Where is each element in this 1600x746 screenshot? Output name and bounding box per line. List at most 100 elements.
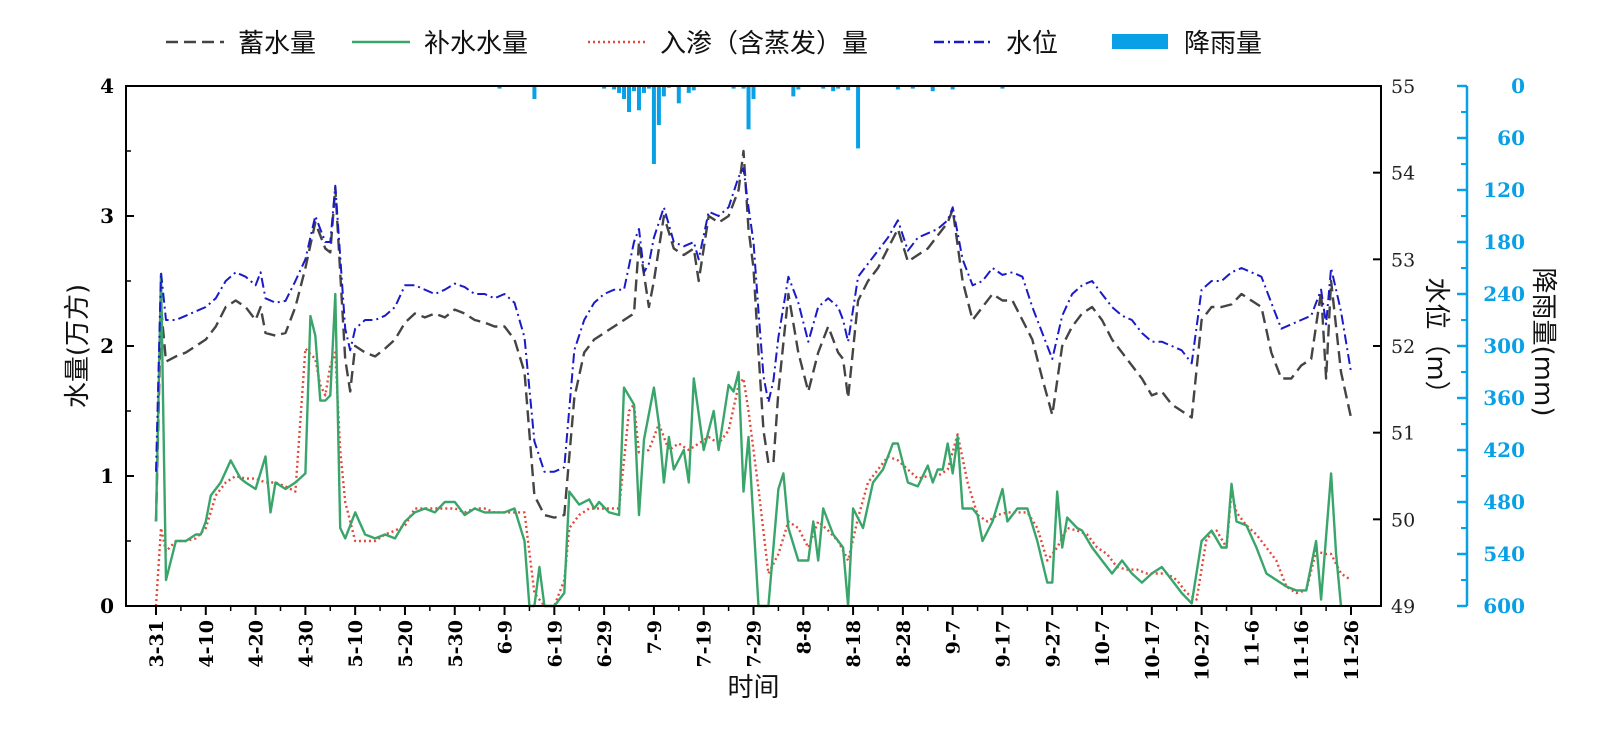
x-tick-label: 4-10: [196, 620, 218, 668]
y-right-tick-label: 120: [1483, 178, 1525, 202]
y-mid-tick-label: 55: [1391, 76, 1415, 98]
legend-swatch: [1112, 34, 1168, 49]
x-tick-label: 8-28: [893, 620, 915, 668]
rainfall-bar: [930, 86, 935, 92]
y-mid-tick-label: 49: [1391, 596, 1415, 618]
y-right-tick-label: 540: [1483, 542, 1525, 566]
y-mid-tick-label: 51: [1391, 423, 1415, 445]
y-left-tick-label: 3: [100, 204, 114, 228]
x-tick-label: 6-9: [495, 620, 517, 654]
x-tick-label: 9-7: [943, 620, 965, 654]
rainfall-bar: [821, 86, 826, 89]
rainfall-bar: [632, 86, 636, 92]
y-right-tick-label: 300: [1483, 334, 1525, 358]
y-right-tick-label: 480: [1483, 490, 1525, 514]
rainfall-bar: [831, 86, 836, 92]
legend-item-level: 水位: [934, 29, 1058, 59]
x-tick-label: 8-8: [793, 620, 815, 654]
y-left-tick-label: 0: [100, 594, 114, 618]
x-tick-label: 11-26: [1341, 620, 1363, 681]
x-tick-label: 5-20: [395, 620, 417, 668]
legend-item-storage: 蓄水量: [166, 29, 316, 59]
y-mid-tick-label: 50: [1391, 509, 1415, 531]
rainfall-bar: [532, 86, 537, 99]
x-tick-label: 9-17: [992, 620, 1014, 668]
x-tick-label: 4-20: [246, 620, 268, 668]
y-right-axis-title: 降雨量(mm): [1528, 268, 1558, 417]
rainfall-bar: [617, 86, 622, 93]
legend-label: 降雨量: [1184, 29, 1262, 59]
y-left-tick-label: 4: [100, 74, 114, 98]
x-tick-label: 7-29: [744, 620, 766, 668]
y-right-tick-label: 180: [1483, 230, 1525, 254]
x-tick-label: 9-27: [1042, 620, 1064, 668]
y-mid-tick-label: 54: [1391, 163, 1415, 185]
rainfall-bar: [741, 86, 746, 89]
rainfall-bar: [856, 86, 861, 149]
legend-label: 入渗（含蒸发）量: [660, 29, 868, 59]
x-tick-label: 3-31: [146, 620, 168, 668]
rainfall-bar: [746, 86, 751, 130]
legend-item-seepage: 入渗（含蒸发）量: [588, 29, 868, 59]
rainfall-bar: [846, 86, 851, 91]
y-mid-tick-label: 52: [1391, 336, 1415, 358]
y-right-tick-label: 420: [1483, 438, 1525, 462]
rainfall-bar: [622, 86, 627, 99]
y-left-tick-label: 1: [100, 464, 114, 488]
legend-item-rain: 降雨量: [1112, 29, 1262, 59]
x-tick-label: 7-9: [644, 620, 666, 654]
rainfall-bar: [686, 86, 691, 93]
x-tick-label: 8-18: [843, 620, 865, 668]
x-tick-label: 10-17: [1142, 620, 1164, 681]
rainfall-bar: [627, 86, 632, 112]
y-right-tick-label: 0: [1511, 74, 1525, 98]
x-tick-label: 7-19: [694, 620, 716, 668]
x-tick-label: 6-29: [594, 620, 616, 668]
y-right-tick-label: 240: [1483, 282, 1525, 306]
y-right-tick-label: 60: [1497, 126, 1525, 150]
legend: 蓄水量 补水水量 入渗（含蒸发）量 水位 降雨量: [166, 29, 1262, 59]
rainfall-bar: [751, 86, 756, 99]
legend-label: 蓄水量: [238, 29, 316, 59]
axes: 0 1 2 3 4 49 50 51 52 53 54 55 0 60 120 180 240 300 360 420…: [100, 74, 1525, 681]
rainfall-bar: [731, 86, 736, 89]
legend-item-recharge: 补水水量: [352, 29, 528, 59]
x-tick-label: 11-6: [1241, 620, 1263, 668]
series-line-recharge: [154, 273, 1343, 608]
rainfall-bar: [651, 86, 656, 164]
rainfall-bar: [602, 86, 607, 89]
rainfall-bar: [641, 86, 646, 93]
y-right-tick-label: 360: [1483, 386, 1525, 410]
legend-label: 水位: [1006, 29, 1058, 59]
series-line-level: [155, 167, 1352, 473]
rainfall-bar: [950, 86, 955, 90]
rainfall-bar: [497, 86, 502, 89]
rainfall-bar: [646, 86, 651, 89]
y-mid-axis-title: 水位（m）: [1421, 277, 1451, 406]
x-axis-title: 时间: [727, 673, 779, 703]
y-left-axis-title: 水量(万方): [63, 284, 93, 408]
rainfall-bar: [656, 86, 661, 125]
rainfall-bar: [636, 86, 641, 111]
rainfall-bar: [910, 86, 915, 89]
rainfall-bars: [497, 86, 1005, 164]
series-lines: [154, 149, 1353, 608]
rainfall-bar: [612, 86, 617, 90]
series-line-seepage: [154, 347, 1352, 608]
rainfall-bar: [1000, 86, 1005, 89]
rainfall-bar: [791, 86, 796, 97]
x-tick-label: 6-19: [544, 620, 566, 668]
y-right-tick-label: 600: [1483, 594, 1525, 618]
rainfall-bar: [676, 86, 681, 104]
legend-label: 补水水量: [424, 29, 528, 59]
rainfall-bar: [691, 86, 696, 91]
x-tick-label: 5-30: [445, 620, 467, 668]
x-tick-label: 10-7: [1092, 620, 1114, 668]
x-tick-label: 11-16: [1291, 620, 1313, 681]
rainfall-bar: [836, 86, 841, 89]
y-left-tick-label: 2: [100, 334, 114, 358]
rainfall-bar: [796, 86, 801, 90]
x-tick-label: 4-30: [295, 620, 317, 668]
